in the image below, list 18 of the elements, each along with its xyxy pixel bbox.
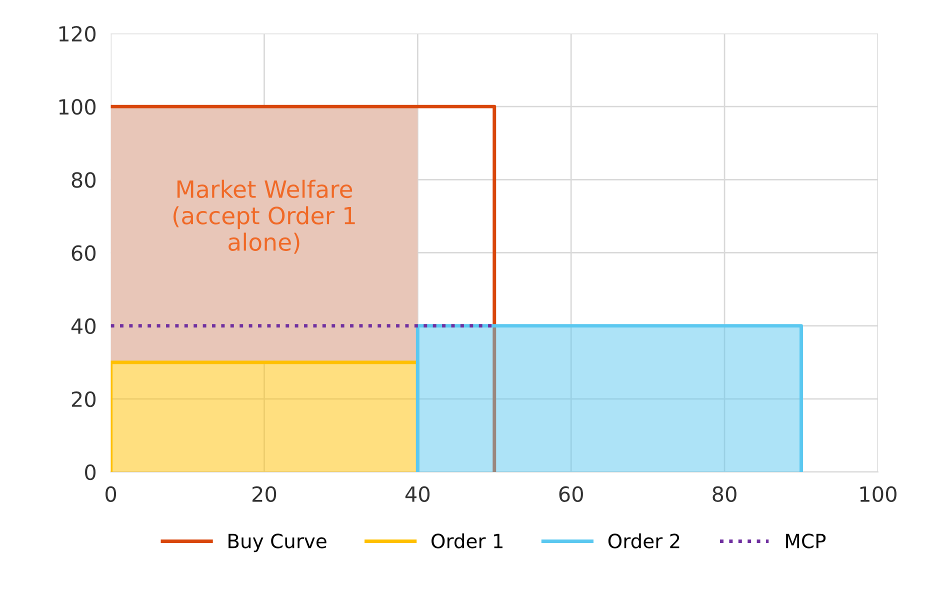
legend-label: Order 1 — [432, 533, 502, 548]
x-tick-label: 100 — [860, 486, 896, 502]
y-tick-label: 100 — [59, 99, 96, 115]
x-tick-label: 0 — [106, 486, 116, 502]
x-tick-label: 60 — [559, 486, 583, 502]
legend-label: MCP — [786, 534, 826, 548]
x-tick-label: 40 — [405, 486, 430, 502]
y-tick-label: 120 — [59, 26, 96, 42]
legend-label: Buy Curve — [228, 534, 326, 552]
legend-label: Order 2 — [608, 533, 680, 548]
x-tick-label: 80 — [712, 486, 736, 502]
y-tick-label: 40 — [71, 318, 96, 334]
y-tick-label: 60 — [72, 245, 96, 261]
y-tick-label: 80 — [72, 172, 96, 188]
x-tick-label: 20 — [252, 486, 276, 502]
annotation: Market Welfare (accept Order 1 alone) — [173, 180, 355, 254]
y-tick-label: 20 — [72, 391, 96, 408]
y-tick-label: 0 — [85, 464, 96, 480]
